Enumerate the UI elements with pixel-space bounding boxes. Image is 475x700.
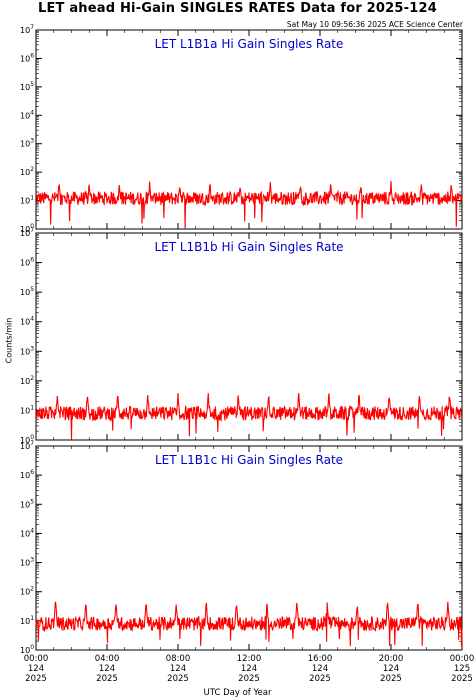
series-line xyxy=(35,180,463,230)
series-line xyxy=(35,392,463,439)
x-tick-label: 124 xyxy=(312,664,328,674)
x-tick-label: 00:00 xyxy=(450,654,475,664)
y-tick-label: 100 xyxy=(20,644,34,655)
x-tick-label: 04:00 xyxy=(95,654,120,664)
y-tick-label: 100 xyxy=(20,223,34,234)
y-tick-label: 102 xyxy=(20,166,34,177)
panel-frame xyxy=(35,445,463,651)
x-tick-label: 2025 xyxy=(238,674,260,684)
y-tick-label: 101 xyxy=(20,195,34,206)
y-tick-label: 104 xyxy=(20,527,34,538)
y-tick-label: 105 xyxy=(20,286,34,297)
x-tick-label: 08:00 xyxy=(166,654,191,664)
panel-2: 100 101 102 103 104 105 106 107 LET L1B1b Hi Gai… xyxy=(20,227,463,445)
x-tick-label: 2025 xyxy=(451,674,473,684)
y-tick-label: 106 xyxy=(20,257,34,268)
x-tick-label: 124 xyxy=(28,664,44,674)
x-tick-label: 16:00 xyxy=(308,654,333,664)
x-tick-label: 12:00 xyxy=(237,654,262,664)
y-tick-label: 106 xyxy=(20,469,34,480)
panel-title: LET L1B1a Hi Gain Singles Rate xyxy=(155,37,344,51)
panel-title: LET L1B1b Hi Gain Singles Rate xyxy=(154,240,343,254)
series-line xyxy=(35,601,463,647)
y-tick-label: 106 xyxy=(20,52,34,63)
x-tick-label: 124 xyxy=(170,664,186,674)
y-tick-label: 102 xyxy=(20,586,34,597)
y-tick-label: 103 xyxy=(20,345,34,356)
y-tick-label: 103 xyxy=(20,138,34,149)
x-tick-label: 00:00 xyxy=(24,654,49,664)
x-tick-label: 20:00 xyxy=(379,654,404,664)
x-tick-label: 2025 xyxy=(167,674,189,684)
y-tick-label: 101 xyxy=(20,404,34,415)
x-tick-label: 2025 xyxy=(309,674,331,684)
x-tick-label: 2025 xyxy=(25,674,47,684)
y-tick-label: 100 xyxy=(20,434,34,445)
x-tick-label: 124 xyxy=(99,664,115,674)
y-tick-label: 105 xyxy=(20,498,34,509)
y-tick-label: 105 xyxy=(20,81,34,92)
y-tick-label: 103 xyxy=(20,557,34,568)
y-tick-label: 101 xyxy=(20,615,34,626)
y-tick-label: 102 xyxy=(20,375,34,386)
y-tick-label: 104 xyxy=(20,109,34,120)
y-axis-label: Counts/min xyxy=(4,317,14,363)
panel-title: LET L1B1c Hi Gain Singles Rate xyxy=(155,453,343,467)
panel-3: 100 101 102 103 104 105 106 107 LET L1B1c Hi Gai… xyxy=(20,440,463,655)
x-tick-label: 124 xyxy=(241,664,257,674)
y-tick-label: 107 xyxy=(20,24,34,35)
x-tick-label: 124 xyxy=(383,664,399,674)
x-tick-label: 2025 xyxy=(96,674,118,684)
page-title: LET ahead Hi-Gain SINGLES RATES Data for… xyxy=(37,1,438,16)
x-tick-label: 125 xyxy=(454,664,470,674)
panel-1: 100 101 102 103 104 105 106 107 LET L1B1a Hi Gai… xyxy=(20,24,463,234)
y-tick-label: 107 xyxy=(20,440,34,451)
x-axis-label: UTC Day of Year xyxy=(203,688,272,698)
y-tick-label: 104 xyxy=(20,316,34,327)
y-tick-label: 107 xyxy=(20,227,34,238)
timestamp: Sat May 10 09:56:36 2025 ACE Science Cen… xyxy=(286,20,463,29)
x-tick-label: 2025 xyxy=(380,674,402,684)
